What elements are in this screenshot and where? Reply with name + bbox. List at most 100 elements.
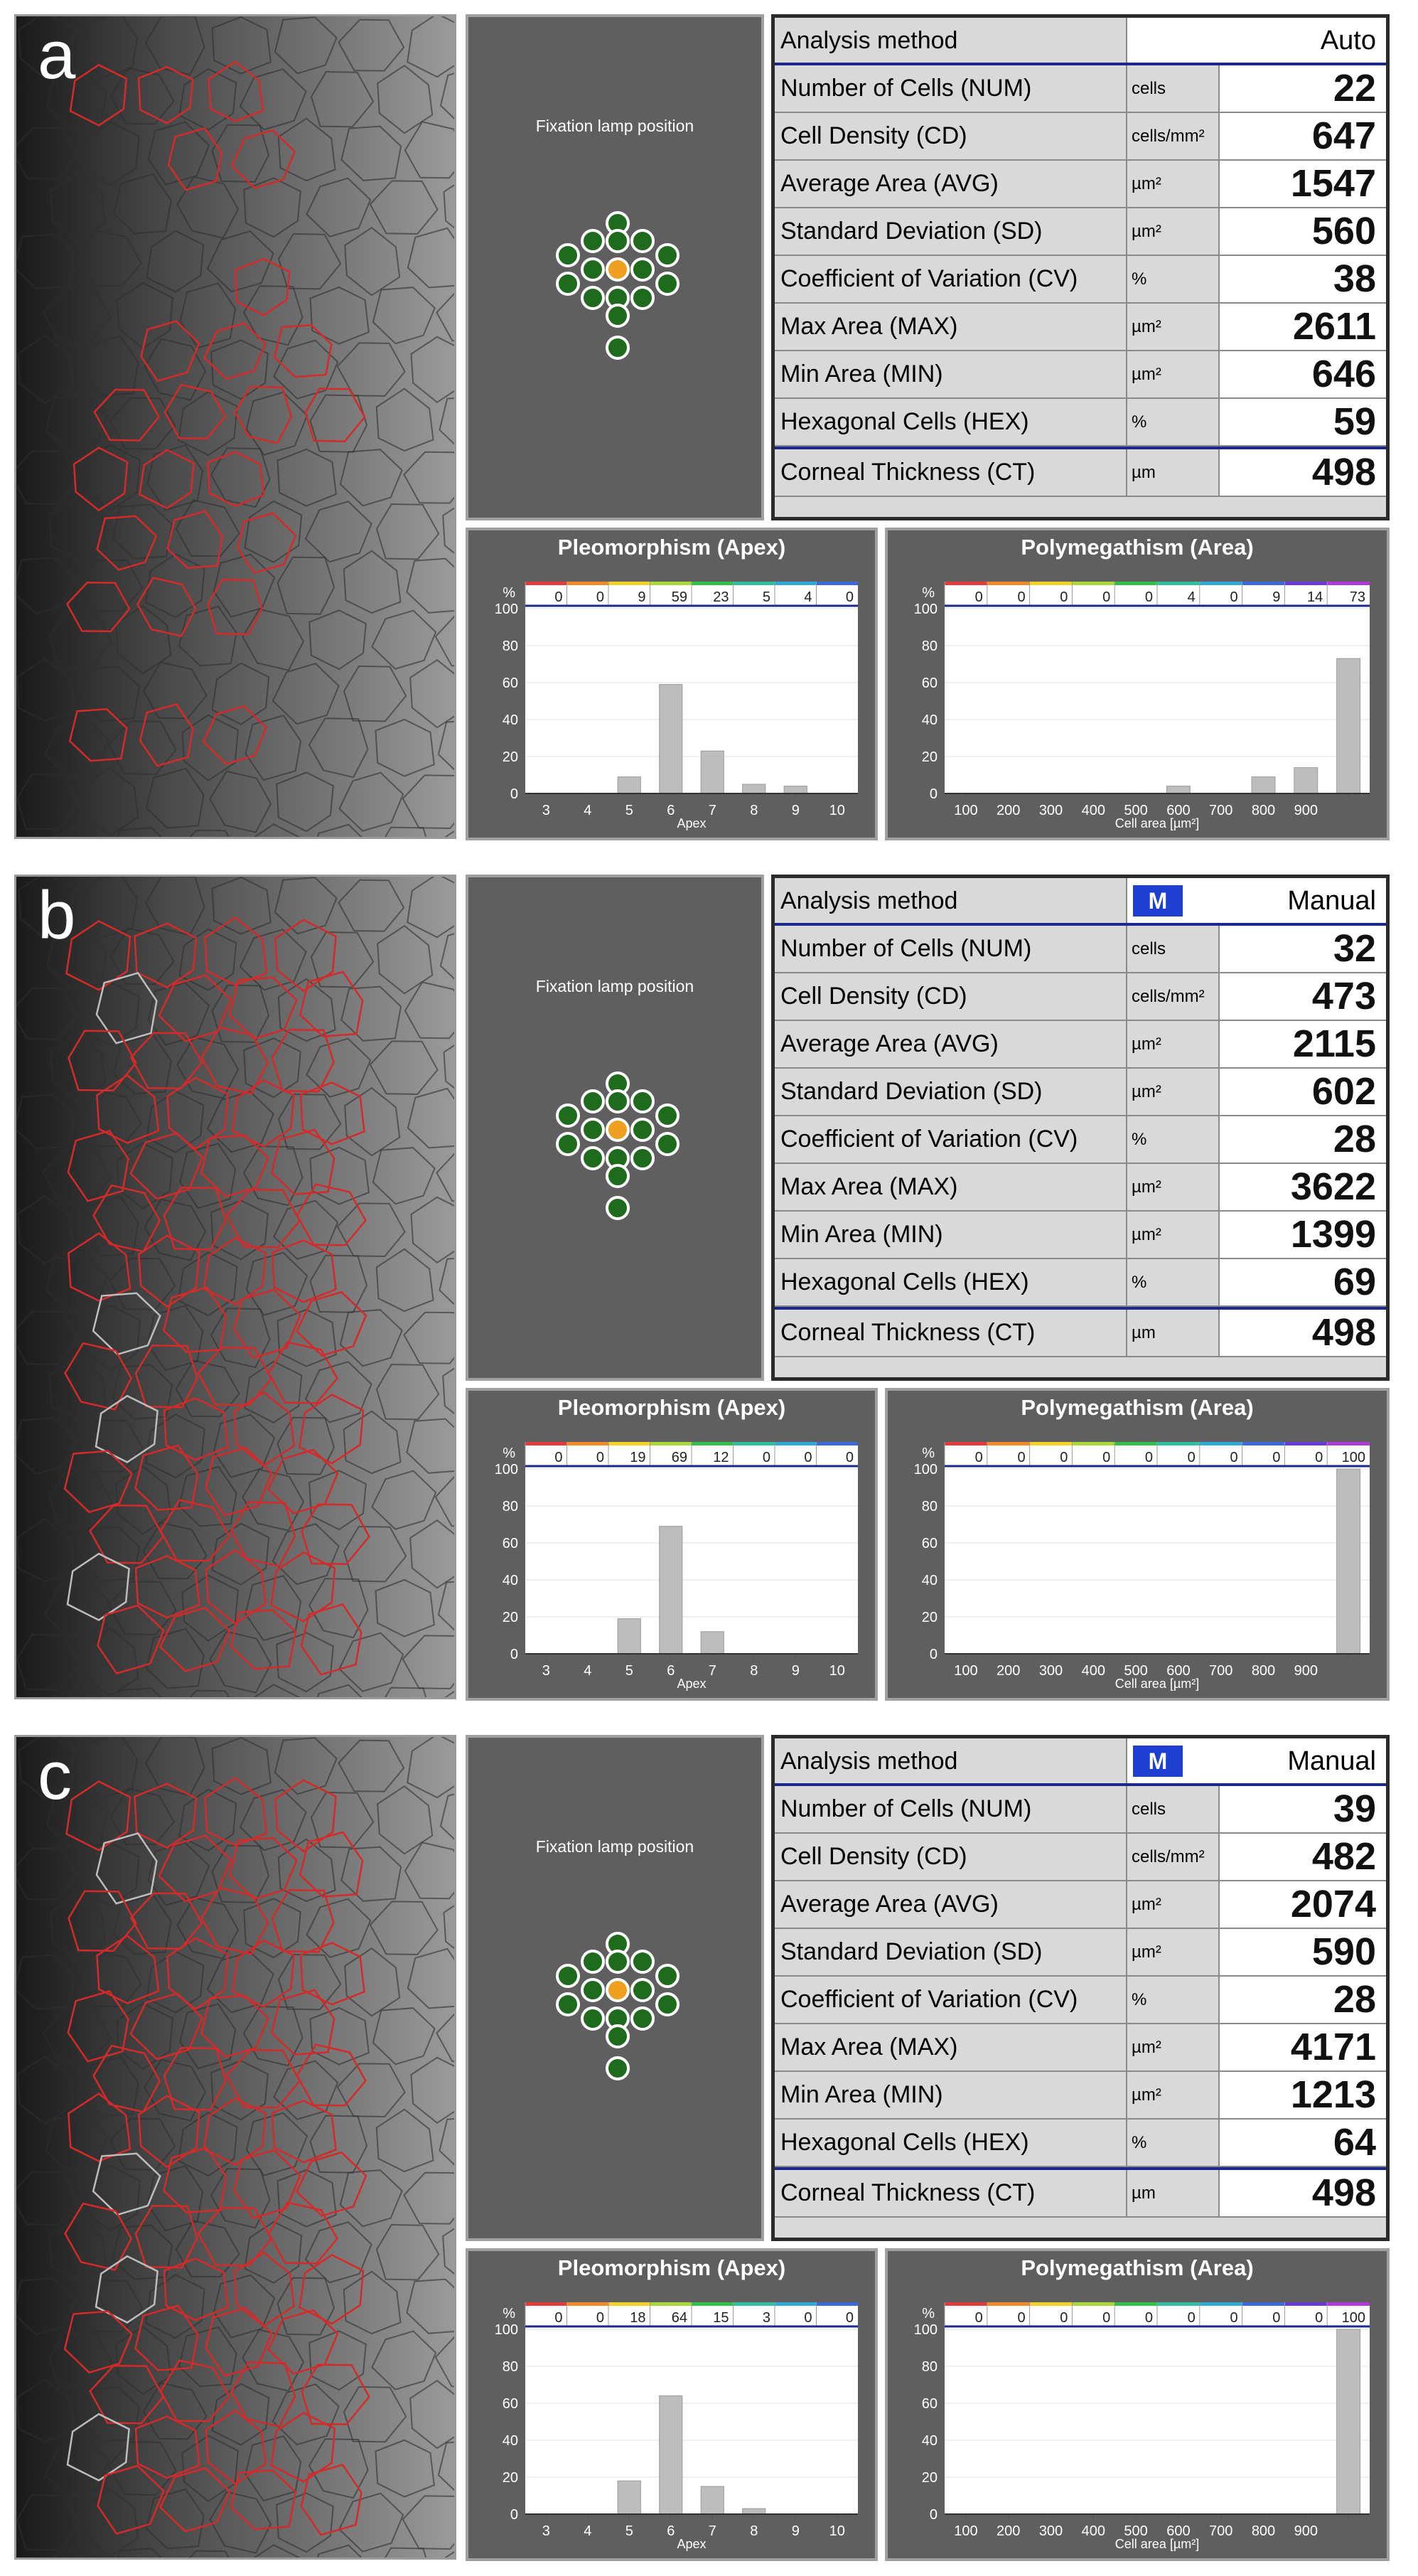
fixation-dot[interactable] [655, 243, 680, 267]
fixation-dot[interactable] [606, 336, 630, 360]
fixation-dot[interactable] [630, 1146, 655, 1170]
fixation-active-dot[interactable] [606, 257, 630, 282]
bin-count-label: 0 [846, 1450, 854, 1465]
analysis-method-row: Analysis method M Manual [775, 1738, 1386, 1786]
fixation-dot[interactable] [581, 1118, 605, 1142]
metric-unit: µm [1127, 1310, 1220, 1356]
x-tick-label: 100 [954, 2523, 977, 2539]
fixation-dot[interactable] [556, 1992, 580, 2016]
fixation-dot[interactable] [581, 229, 605, 253]
fixation-dot[interactable] [606, 1164, 630, 1188]
fixation-dot[interactable] [630, 1950, 655, 1974]
analysis-method-label: Analysis method [775, 18, 1127, 64]
y-tick-label: 40 [922, 712, 938, 728]
fixation-active-dot[interactable] [606, 1978, 630, 2002]
y-tick-label: 0 [510, 1647, 518, 1662]
x-tick-label: 900 [1294, 1663, 1318, 1679]
y-tick-label: 100 [495, 1462, 518, 1477]
fixation-dot[interactable] [606, 2056, 630, 2080]
fixation-dot[interactable] [630, 286, 655, 310]
bin-color-strip [1242, 2302, 1285, 2306]
y-tick-label: 20 [503, 749, 518, 765]
cell-outlines [63, 1776, 370, 2536]
fixation-dot[interactable] [655, 1132, 680, 1156]
fixation-dot[interactable] [581, 1978, 605, 2002]
fixation-dot[interactable] [581, 257, 605, 282]
histogram-bar [659, 2395, 683, 2515]
bin-count-label: 0 [596, 1450, 604, 1465]
bin-color-strip [1284, 1442, 1328, 1445]
fixation-dot[interactable] [581, 1089, 605, 1113]
analysis-method-value-cell[interactable]: Auto [1127, 18, 1386, 64]
x-tick-label: 6 [667, 803, 675, 818]
metric-label: Number of Cells (NUM) [775, 1786, 1127, 1832]
x-tick-label: 700 [1209, 803, 1232, 818]
y-tick-label: 60 [503, 2396, 518, 2412]
bin-count-label: 0 [1230, 2310, 1237, 2326]
fixation-dot[interactable] [556, 1103, 580, 1128]
fixation-dot[interactable] [581, 286, 605, 310]
fixation-dot[interactable] [606, 304, 630, 328]
fixation-dot[interactable] [606, 1196, 630, 1220]
metric-value: 28 [1220, 1116, 1386, 1163]
fixation-dot[interactable] [556, 272, 580, 296]
percent-unit-label: % [503, 1445, 515, 1461]
fixation-dot[interactable] [556, 243, 580, 267]
x-tick-label: 3 [542, 2523, 550, 2539]
y-tick-label: 20 [922, 749, 938, 765]
fixation-dot[interactable] [655, 1103, 680, 1128]
analysis-method-value-cell[interactable]: M Manual [1127, 878, 1386, 924]
metric-label: Corneal Thickness (CT) [775, 2170, 1127, 2216]
x-tick-label: 900 [1294, 803, 1318, 818]
fixation-dot[interactable] [630, 257, 655, 282]
fixation-dot[interactable] [630, 1118, 655, 1142]
y-tick-label: 100 [914, 2322, 938, 2338]
bin-count-label: 0 [554, 1450, 562, 1465]
fixation-dot[interactable] [606, 1950, 630, 1974]
fixation-dot[interactable] [556, 1964, 580, 1988]
metric-unit: µm² [1127, 1021, 1220, 1067]
fixation-dot[interactable] [655, 272, 680, 296]
fixation-dot[interactable] [630, 1089, 655, 1113]
metric-row: Max Area (MAX) µm² 4171 [775, 2024, 1386, 2072]
metric-label: Min Area (MIN) [775, 351, 1127, 397]
manual-mode-badge: M [1133, 1746, 1183, 1777]
fixation-dot[interactable] [581, 1950, 605, 1974]
fixation-dot[interactable] [630, 1978, 655, 2002]
fixation-dot[interactable] [581, 2006, 605, 2031]
x-tick-label: 8 [750, 2523, 758, 2539]
bin-color-strip [1029, 1442, 1073, 1445]
x-tick-label: 7 [709, 2523, 716, 2539]
bin-color-strip [1072, 582, 1115, 585]
fixation-lamp-diagram [556, 1932, 680, 2080]
metric-unit: cells [1127, 1786, 1220, 1832]
percent-unit-label: % [503, 585, 515, 601]
fixation-dot[interactable] [581, 1146, 605, 1170]
fixation-active-dot[interactable] [606, 1118, 630, 1142]
fixation-title: Fixation lamp position [535, 1837, 694, 1856]
analysis-method-value: Manual [1287, 886, 1376, 916]
fixation-dot[interactable] [606, 229, 630, 253]
fixation-dot[interactable] [606, 1089, 630, 1113]
bin-count-label: 0 [1188, 2310, 1196, 2326]
bin-color-strip [1284, 582, 1328, 585]
panel-letter: a [38, 17, 76, 93]
fixation-dot[interactable] [556, 1132, 580, 1156]
fixation-dot[interactable] [606, 2024, 630, 2048]
fixation-dot[interactable] [630, 2006, 655, 2031]
y-tick-label: 80 [922, 2359, 938, 2375]
bin-color-strip [1284, 2302, 1328, 2306]
fixation-dot[interactable] [655, 1964, 680, 1988]
metric-row: Corneal Thickness (CT) µm 498 [775, 449, 1386, 497]
metric-row: Standard Deviation (SD) µm² 602 [775, 1069, 1386, 1116]
y-tick-label: 20 [922, 2470, 938, 2486]
y-tick-label: 20 [503, 1610, 518, 1625]
analysis-method-value-cell[interactable]: M Manual [1127, 1738, 1386, 1785]
metric-value: 22 [1220, 65, 1386, 112]
y-tick-label: 0 [510, 786, 518, 802]
fixation-dot[interactable] [655, 1992, 680, 2016]
metric-label: Average Area (AVG) [775, 161, 1127, 207]
fixation-dot[interactable] [630, 229, 655, 253]
x-axis-label: Apex [677, 1677, 706, 1691]
bin-color-strip [1072, 2302, 1115, 2306]
